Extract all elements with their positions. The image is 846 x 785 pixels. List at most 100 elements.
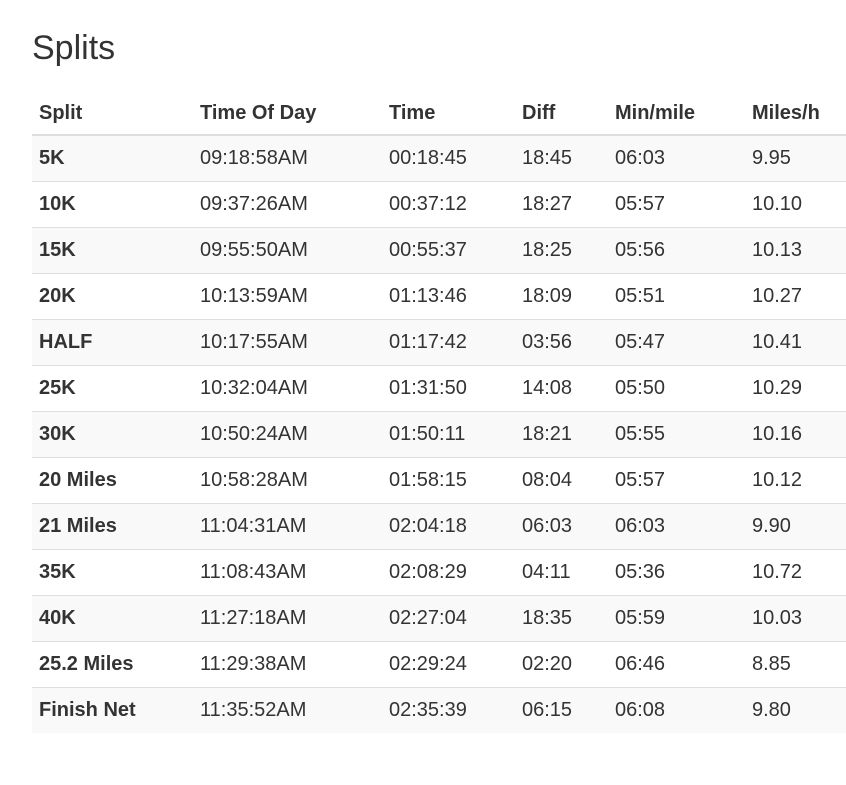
cell-min-per-mile: 06:46 (608, 641, 745, 688)
cell-diff: 18:09 (515, 273, 608, 320)
cell-time: 02:27:04 (382, 595, 515, 642)
cell-diff: 18:21 (515, 411, 608, 458)
cell-time: 01:13:46 (382, 273, 515, 320)
page-title: Splits (32, 29, 116, 67)
table-row: 15K 09:55:50AM 00:55:37 18:25 05:56 10.13 (32, 227, 846, 274)
cell-miles-per-hour: 10.12 (745, 457, 846, 504)
splits-table: Split Time Of Day Time Diff Min/mile Mil… (32, 92, 846, 733)
cell-time-of-day: 10:50:24AM (193, 411, 382, 458)
cell-miles-per-hour: 10.10 (745, 181, 846, 228)
cell-split-name: 15K (32, 227, 193, 274)
cell-miles-per-hour: 10.27 (745, 273, 846, 320)
table-header-row: Split Time Of Day Time Diff Min/mile Mil… (32, 92, 846, 136)
cell-time: 00:55:37 (382, 227, 515, 274)
cell-time-of-day: 10:13:59AM (193, 273, 382, 320)
cell-time-of-day: 10:32:04AM (193, 365, 382, 412)
cell-time-of-day: 10:17:55AM (193, 319, 382, 366)
cell-split-name: 25K (32, 365, 193, 412)
table-row: 25.2 Miles 11:29:38AM 02:29:24 02:20 06:46 8.… (32, 641, 846, 688)
cell-diff: 03:56 (515, 319, 608, 366)
cell-time: 02:04:18 (382, 503, 515, 550)
cell-min-per-mile: 05:59 (608, 595, 745, 642)
table-row: 35K 11:08:43AM 02:08:29 04:11 05:36 10.72 (32, 549, 846, 596)
cell-split-name: 25.2 Miles (32, 641, 193, 688)
cell-min-per-mile: 06:03 (608, 503, 745, 550)
cell-time: 00:18:45 (382, 135, 515, 182)
cell-diff: 08:04 (515, 457, 608, 504)
cell-diff: 18:25 (515, 227, 608, 274)
cell-miles-per-hour: 10.29 (745, 365, 846, 412)
header-miles-per-hour: Miles/h (745, 92, 846, 136)
splits-panel: Splits Split Time Of Day Time Diff Min/m… (32, 26, 846, 733)
cell-split-name: 35K (32, 549, 193, 596)
cell-diff: 06:15 (515, 687, 608, 733)
cell-miles-per-hour: 10.41 (745, 319, 846, 366)
cell-time-of-day: 11:29:38AM (193, 641, 382, 688)
cell-time-of-day: 10:58:28AM (193, 457, 382, 504)
cell-split-name: 5K (32, 135, 193, 182)
cell-miles-per-hour: 9.90 (745, 503, 846, 550)
cell-split-name: 40K (32, 595, 193, 642)
cell-miles-per-hour: 9.95 (745, 135, 846, 182)
cell-miles-per-hour: 9.80 (745, 687, 846, 733)
cell-diff: 04:11 (515, 549, 608, 596)
cell-miles-per-hour: 8.85 (745, 641, 846, 688)
table-row: 40K 11:27:18AM 02:27:04 18:35 05:59 10.03 (32, 595, 846, 642)
table-row: 21 Miles 11:04:31AM 02:04:18 06:03 06:03 9.90 (32, 503, 846, 550)
cell-miles-per-hour: 10.13 (745, 227, 846, 274)
cell-time: 00:37:12 (382, 181, 515, 228)
cell-min-per-mile: 05:57 (608, 181, 745, 228)
cell-time-of-day: 11:35:52AM (193, 687, 382, 733)
cell-split-name: 10K (32, 181, 193, 228)
cell-min-per-mile: 05:51 (608, 273, 745, 320)
cell-min-per-mile: 05:55 (608, 411, 745, 458)
table-row: 10K 09:37:26AM 00:37:12 18:27 05:57 10.10 (32, 181, 846, 228)
cell-min-per-mile: 06:03 (608, 135, 745, 182)
cell-min-per-mile: 06:08 (608, 687, 745, 733)
table-row: 5K 09:18:58AM 00:18:45 18:45 06:03 9.95 (32, 135, 846, 182)
cell-diff: 06:03 (515, 503, 608, 550)
header-time-of-day: Time Of Day (193, 92, 382, 136)
cell-time: 02:29:24 (382, 641, 515, 688)
cell-miles-per-hour: 10.16 (745, 411, 846, 458)
table-row: Finish Net 11:35:52AM 02:35:39 06:15 06:08 9.… (32, 687, 846, 733)
cell-min-per-mile: 05:36 (608, 549, 745, 596)
table-row: 25K 10:32:04AM 01:31:50 14:08 05:50 10.29 (32, 365, 846, 412)
cell-diff: 14:08 (515, 365, 608, 412)
cell-time: 01:58:15 (382, 457, 515, 504)
cell-time-of-day: 09:55:50AM (193, 227, 382, 274)
cell-diff: 18:27 (515, 181, 608, 228)
cell-time: 02:35:39 (382, 687, 515, 733)
cell-time: 01:50:11 (382, 411, 515, 458)
cell-time: 01:17:42 (382, 319, 515, 366)
cell-min-per-mile: 05:50 (608, 365, 745, 412)
cell-time-of-day: 11:27:18AM (193, 595, 382, 642)
cell-min-per-mile: 05:47 (608, 319, 745, 366)
cell-split-name: 20K (32, 273, 193, 320)
cell-time: 02:08:29 (382, 549, 515, 596)
cell-diff: 18:45 (515, 135, 608, 182)
cell-miles-per-hour: 10.03 (745, 595, 846, 642)
cell-time-of-day: 09:37:26AM (193, 181, 382, 228)
cell-split-name: HALF (32, 319, 193, 366)
cell-split-name: Finish Net (32, 687, 193, 733)
cell-split-name: 20 Miles (32, 457, 193, 504)
cell-time: 01:31:50 (382, 365, 515, 412)
splits-table-body: 5K 09:18:58AM 00:18:45 18:45 06:03 9.95 10K 09:… (32, 135, 846, 733)
cell-time-of-day: 11:08:43AM (193, 549, 382, 596)
header-time: Time (382, 92, 515, 136)
cell-split-name: 21 Miles (32, 503, 193, 550)
header-diff: Diff (515, 92, 608, 136)
header-split: Split (32, 92, 193, 136)
cell-miles-per-hour: 10.72 (745, 549, 846, 596)
cell-min-per-mile: 05:57 (608, 457, 745, 504)
cell-min-per-mile: 05:56 (608, 227, 745, 274)
table-row: 30K 10:50:24AM 01:50:11 18:21 05:55 10.16 (32, 411, 846, 458)
cell-time-of-day: 11:04:31AM (193, 503, 382, 550)
cell-time-of-day: 09:18:58AM (193, 135, 382, 182)
header-min-per-mile: Min/mile (608, 92, 745, 136)
cell-split-name: 30K (32, 411, 193, 458)
table-row: HALF 10:17:55AM 01:17:42 03:56 05:47 10.41 (32, 319, 846, 366)
cell-diff: 02:20 (515, 641, 608, 688)
table-row: 20K 10:13:59AM 01:13:46 18:09 05:51 10.27 (32, 273, 846, 320)
